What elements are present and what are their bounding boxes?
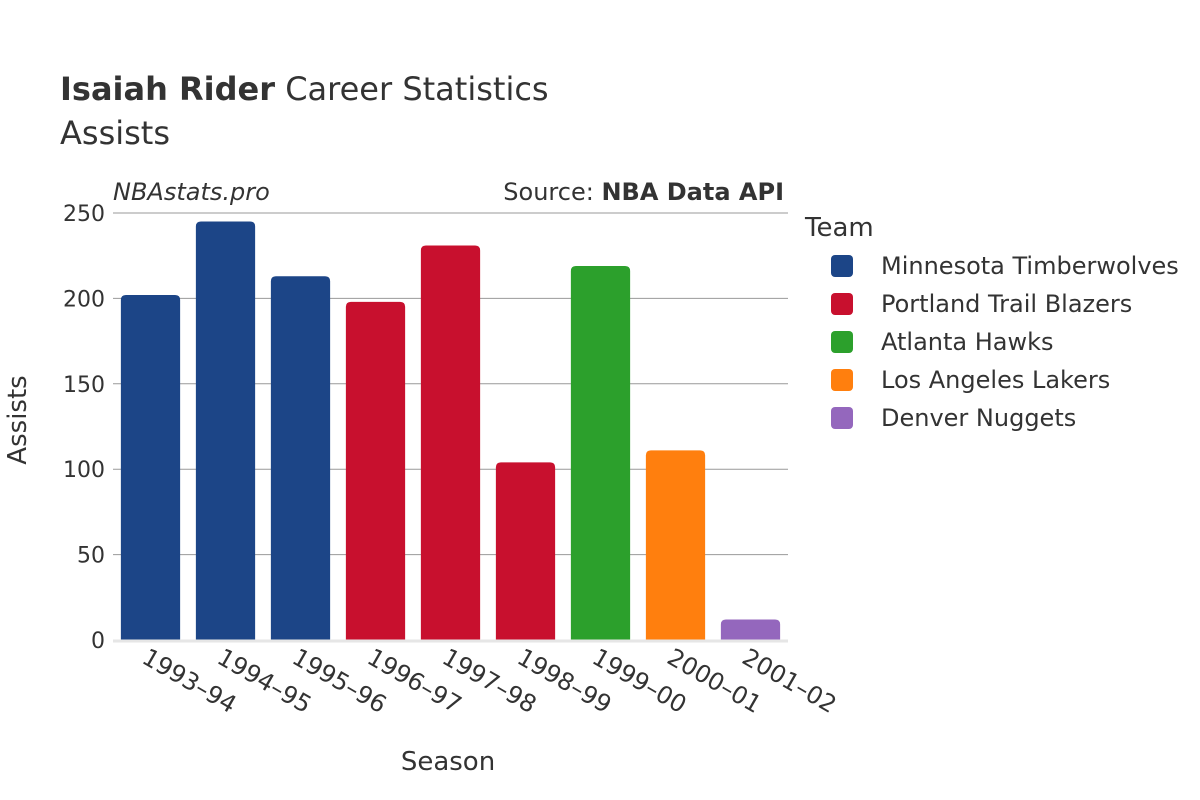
title-player-name: Isaiah Rider: [60, 70, 275, 108]
bar-1997–98: [420, 245, 481, 640]
legend-swatch: [831, 331, 853, 353]
legend-items: Minnesota Timberwolves Portland Trail Bla…: [831, 252, 1179, 432]
legend-label: Portland Trail Blazers: [881, 290, 1132, 318]
chart-title: Isaiah Rider Career Statistics: [60, 70, 549, 108]
legend-title: Team: [804, 213, 874, 243]
bar-1999–00: [570, 265, 631, 640]
legend: Team Minnesota Timberwolves Portland Trai…: [804, 213, 1179, 432]
y-tick-label: 0: [91, 629, 105, 654]
bar-2000–01: [645, 450, 706, 640]
legend-swatch: [831, 293, 853, 315]
bar-2001–02: [720, 619, 781, 640]
legend-label: Atlanta Hawks: [881, 328, 1054, 356]
x-tick-labels: 1993–941994–951995–961996–971997–981998–…: [138, 643, 842, 719]
bar-1994–95: [195, 221, 256, 641]
bars: [120, 221, 781, 641]
title-rest: Career Statistics: [275, 70, 549, 108]
bar-1996–97: [345, 301, 406, 640]
y-tick-label: 100: [63, 458, 105, 483]
source-prefix: Source:: [503, 178, 601, 206]
bar-1993–94: [120, 294, 181, 640]
watermark: NBAstats.pro: [113, 178, 270, 206]
source-name: NBA Data API: [601, 178, 784, 206]
x-axis-title: Season: [401, 747, 495, 777]
legend-label: Minnesota Timberwolves: [881, 252, 1179, 280]
y-tick-label: 200: [63, 287, 105, 312]
legend-swatch: [831, 407, 853, 429]
y-tick-label: 50: [77, 544, 105, 569]
legend-swatch: [831, 369, 853, 391]
legend-label: Denver Nuggets: [881, 404, 1076, 432]
y-tick-labels: 0 50 100 150 200 250: [63, 202, 105, 654]
legend-label: Los Angeles Lakers: [881, 366, 1110, 394]
legend-swatch: [831, 255, 853, 277]
bar-1998–99: [495, 462, 556, 640]
source-label: Source: NBA Data API: [503, 178, 784, 206]
bar-1995–96: [270, 276, 331, 640]
y-tick-label: 250: [63, 202, 105, 227]
chart-subtitle: Assists: [60, 114, 170, 152]
y-axis-title: Assists: [3, 375, 33, 464]
y-tick-label: 150: [63, 373, 105, 398]
